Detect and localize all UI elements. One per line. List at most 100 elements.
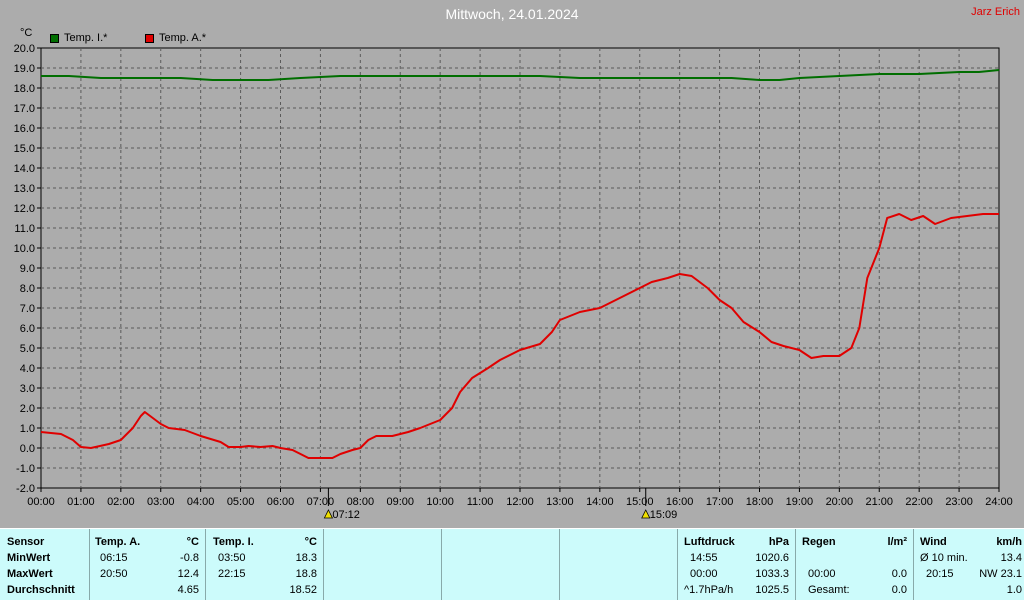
y-tick-label: -2.0 <box>16 483 35 495</box>
rain-unit: l/m² <box>887 536 907 548</box>
y-tick-label: 16.0 <box>14 123 35 135</box>
x-tick-label: 11:00 <box>467 496 494 508</box>
legend-label: Temp. I.* <box>64 32 108 44</box>
x-tick-label: 10:00 <box>426 496 454 508</box>
y-tick-label: 10.0 <box>14 243 35 255</box>
wind-avg-value: 13.4 <box>1000 552 1022 564</box>
x-tick-label: 13:00 <box>546 496 574 508</box>
legend-swatch-green <box>50 33 59 43</box>
x-tick-label: 06:00 <box>267 496 295 508</box>
temp-a-min-value: -0.8 <box>180 552 199 564</box>
temp-i-header: Temp. I. <box>213 536 254 548</box>
pressure-column: Luftdruck hPa 14:55 1020.6 00:00 1033.3 … <box>678 529 796 600</box>
y-tick-label: 8.0 <box>20 283 35 295</box>
y-tick-label: 12.0 <box>14 203 35 215</box>
temp-a-avg: 4.65 <box>177 584 199 596</box>
temp-i-min-value: 18.3 <box>295 552 317 564</box>
y-tick-label: 3.0 <box>20 383 35 395</box>
y-tick-label: 6.0 <box>20 323 35 335</box>
rain-column: Regen l/m² 0.0 00:00 Gesamt: 0.0 <box>796 529 914 600</box>
wind-column: Wind km/h Ø 10 min. 13.4 20:15 NW 23.1 1… <box>914 529 1024 600</box>
y-tick-label: 2.0 <box>20 403 35 415</box>
temp-i-max-time: 22:15 <box>218 568 246 580</box>
sunset-icon <box>641 509 651 519</box>
rain-time: 00:00 <box>808 568 836 580</box>
pressure-header: Luftdruck <box>684 536 735 548</box>
x-tick-label: 19:00 <box>786 496 814 508</box>
temp-a-column: Temp. A. °C 06:15 -0.8 20:50 12.4 4.65 <box>90 529 206 600</box>
x-tick-label: 24:00 <box>985 496 1013 508</box>
pressure-max-value: 1033.3 <box>755 568 789 580</box>
x-tick-label: 17:00 <box>706 496 734 508</box>
temp-a-min-time: 06:15 <box>100 552 128 564</box>
empty-column <box>442 529 560 600</box>
x-tick-label: 04:00 <box>187 496 215 508</box>
x-tick-label: 20:00 <box>826 496 854 508</box>
y-tick-label: 18.0 <box>14 83 35 95</box>
legend-swatch-red <box>145 33 154 43</box>
x-tick-label: 18:00 <box>746 496 774 508</box>
row-label-sensor: Sensor <box>7 536 45 548</box>
series-line-temp-inside <box>41 69 1000 81</box>
row-label-min: MinWert <box>7 552 51 564</box>
empty-column <box>560 529 678 600</box>
x-tick-label: 23:00 <box>945 496 973 508</box>
y-tick-label: 9.0 <box>20 263 35 275</box>
row-label-column: Sensor MinWert MaxWert Durchschnitt <box>0 529 90 600</box>
author-label: Jarz Erich <box>971 6 1020 18</box>
y-tick-label: 7.0 <box>20 303 35 315</box>
pressure-avg: 1025.5 <box>755 584 789 596</box>
temp-a-unit: °C <box>186 536 199 548</box>
x-tick-label: 02:00 <box>107 496 135 508</box>
y-tick-label: 17.0 <box>14 103 35 115</box>
y-tick-label: 15.0 <box>14 143 35 155</box>
wind-last-value: 1.0 <box>1006 584 1022 596</box>
series-line-temp-outside <box>40 213 999 459</box>
x-tick-label: 00:00 <box>27 496 55 508</box>
temp-a-max-time: 20:50 <box>100 568 128 580</box>
y-tick-label: 11.0 <box>14 223 35 235</box>
x-tick-label: 16:00 <box>666 496 694 508</box>
x-tick-label: 14:00 <box>586 496 614 508</box>
y-tick-label: 4.0 <box>20 363 35 375</box>
temp-a-header: Temp. A. <box>95 536 141 548</box>
temp-i-unit: °C <box>304 536 317 548</box>
legend-label: Temp. A.* <box>159 32 207 44</box>
wind-max-value: NW 23.1 <box>979 568 1022 580</box>
pressure-min-value: 1020.6 <box>755 552 789 564</box>
chart-title: Mittwoch, 24.01.2024 <box>445 6 579 22</box>
x-tick-label: 03:00 <box>147 496 175 508</box>
rain-total-value: 0.0 <box>891 584 907 596</box>
sunset-label: 15:09 <box>650 509 678 521</box>
y-tick-label: -1.0 <box>16 463 35 475</box>
temp-a-max-value: 12.4 <box>177 568 199 580</box>
x-tick-label: 12:00 <box>506 496 534 508</box>
rain-total-label: Gesamt: <box>808 584 850 596</box>
x-tick-label: 22:00 <box>905 496 933 508</box>
temp-i-min-time: 03:50 <box>218 552 246 564</box>
y-axis-unit: °C <box>20 27 33 39</box>
temp-i-max-value: 18.8 <box>295 568 317 580</box>
x-tick-label: 21:00 <box>865 496 893 508</box>
x-tick-label: 09:00 <box>386 496 414 508</box>
x-tick-label: 05:00 <box>227 496 255 508</box>
x-tick-label: 01:00 <box>67 496 95 508</box>
temp-i-avg: 18.52 <box>289 584 317 596</box>
y-tick-label: 0.0 <box>20 443 35 455</box>
rain-header: Regen <box>802 536 836 548</box>
wind-avg-label: Ø 10 min. <box>920 552 968 564</box>
wind-header: Wind <box>920 536 947 548</box>
legend-item-temp-outside: Temp. A.* <box>145 32 206 44</box>
wind-max-time: 20:15 <box>926 568 954 580</box>
wind-unit: km/h <box>996 536 1022 548</box>
y-tick-label: 19.0 <box>14 63 35 75</box>
row-label-avg: Durchschnitt <box>7 584 75 596</box>
stats-table: Sensor MinWert MaxWert Durchschnitt Temp… <box>0 528 1024 600</box>
temp-i-column: Temp. I. °C 03:50 18.3 22:15 18.8 18.52 <box>206 529 324 600</box>
sunrise-icon <box>323 509 334 519</box>
empty-column <box>324 529 442 600</box>
x-tick-label: 08:00 <box>347 496 375 508</box>
y-tick-label: 14.0 <box>14 163 35 175</box>
y-tick-label: 13.0 <box>14 183 35 195</box>
x-tick-label: 15:00 <box>626 496 654 508</box>
